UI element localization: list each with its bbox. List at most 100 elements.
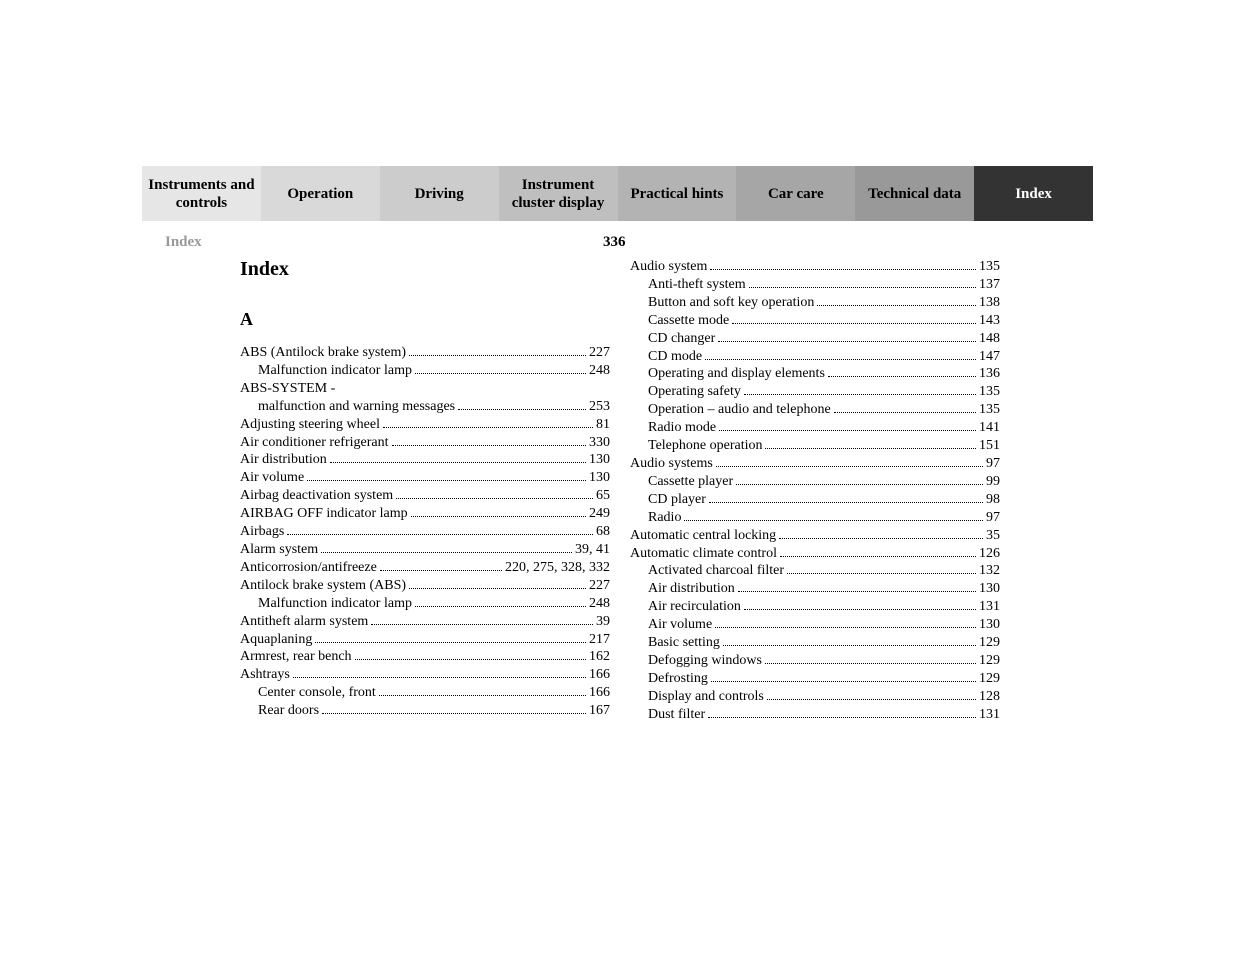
index-entry[interactable]: Button and soft key operation 138	[648, 294, 1000, 312]
leader-dots	[767, 699, 976, 700]
index-entry[interactable]: Audio systems 97	[630, 455, 1000, 473]
leader-dots	[355, 659, 586, 660]
leader-dots	[458, 409, 586, 410]
nav-tab[interactable]: Instruments and controls	[142, 166, 261, 221]
index-column-right: Audio system 135Anti-theft system 137But…	[630, 258, 1000, 724]
leader-dots	[708, 717, 976, 718]
leader-dots	[322, 713, 586, 714]
index-entry[interactable]: AIRBAG OFF indicator lamp 249	[240, 505, 610, 523]
index-entry[interactable]: Display and controls 128	[648, 688, 1000, 706]
index-entry[interactable]: Defogging windows 129	[648, 652, 1000, 670]
index-entry[interactable]: Automatic central locking 35	[630, 527, 1000, 545]
index-entry[interactable]: Anticorrosion/antifreeze 220, 275, 328, …	[240, 559, 610, 577]
index-entry[interactable]: Antitheft alarm system 39	[240, 613, 610, 631]
index-entry[interactable]: Anti-theft system 137	[648, 276, 1000, 294]
index-entry[interactable]: malfunction and warning messages 253	[258, 398, 610, 416]
index-term: CD changer	[648, 330, 715, 348]
index-entry[interactable]: CD changer 148	[648, 330, 1000, 348]
index-term: Operating and display elements	[648, 365, 825, 383]
leader-dots	[749, 287, 976, 288]
nav-tab[interactable]: Technical data	[855, 166, 974, 221]
index-entry[interactable]: CD mode 147	[648, 348, 1000, 366]
index-entry[interactable]: Airbag deactivation system 65	[240, 487, 610, 505]
index-entry[interactable]: Air conditioner refrigerant 330	[240, 434, 610, 452]
nav-tab[interactable]: Practical hints	[618, 166, 737, 221]
index-entry[interactable]: Rear doors 167	[258, 702, 610, 720]
index-entry[interactable]: Dust filter 131	[648, 706, 1000, 724]
index-term: Automatic central locking	[630, 527, 776, 545]
letter-heading: A	[240, 309, 610, 330]
leader-dots	[779, 538, 983, 539]
index-entry[interactable]: Defrosting 129	[648, 670, 1000, 688]
leader-dots	[321, 552, 572, 553]
leader-dots	[371, 624, 593, 625]
leader-dots	[711, 681, 976, 682]
index-entry[interactable]: Adjusting steering wheel 81	[240, 416, 610, 434]
index-entry[interactable]: Center console, front 166	[258, 684, 610, 702]
index-pages: 81	[596, 416, 610, 434]
index-entry[interactable]: Telephone operation 151	[648, 437, 1000, 455]
index-term: Defogging windows	[648, 652, 762, 670]
index-entry[interactable]: Radio 97	[648, 509, 1000, 527]
index-pages: 97	[986, 455, 1000, 473]
index-entry[interactable]: Operating and display elements 136	[648, 365, 1000, 383]
index-pages: 129	[979, 670, 1000, 688]
leader-dots	[719, 430, 976, 431]
nav-tab[interactable]: Index	[974, 166, 1093, 221]
index-pages: 227	[589, 577, 610, 595]
index-entry[interactable]: Air recirculation 131	[648, 598, 1000, 616]
index-entry[interactable]: Air distribution 130	[648, 580, 1000, 598]
index-entry[interactable]: Alarm system 39, 41	[240, 541, 610, 559]
index-entry[interactable]: Air distribution 130	[240, 451, 610, 469]
leader-dots	[710, 269, 976, 270]
index-entry[interactable]: Malfunction indicator lamp 248	[258, 362, 610, 380]
leader-dots	[817, 305, 976, 306]
leader-dots	[738, 591, 976, 592]
index-pages: 162	[589, 648, 610, 666]
index-pages: 129	[979, 634, 1000, 652]
index-pages: 147	[979, 348, 1000, 366]
index-entry[interactable]: Audio system 135	[630, 258, 1000, 276]
index-entry[interactable]: Radio mode 141	[648, 419, 1000, 437]
nav-tab[interactable]: Instrument cluster display	[499, 166, 618, 221]
index-entry[interactable]: CD player 98	[648, 491, 1000, 509]
leader-dots	[732, 323, 976, 324]
index-term: Anti-theft system	[648, 276, 746, 294]
index-entry[interactable]: Air volume 130	[240, 469, 610, 487]
index-entry[interactable]: Operating safety 135	[648, 383, 1000, 401]
index-entry[interactable]: Armrest, rear bench 162	[240, 648, 610, 666]
index-pages: 220, 275, 328, 332	[505, 559, 610, 577]
index-pages: 131	[979, 598, 1000, 616]
index-term: Air volume	[648, 616, 712, 634]
index-entry[interactable]: Cassette player 99	[648, 473, 1000, 491]
index-entry[interactable]: Operation – audio and telephone 135	[648, 401, 1000, 419]
index-entry[interactable]: Antilock brake system (ABS) 227	[240, 577, 610, 595]
index-entry[interactable]: Aquaplaning 217	[240, 631, 610, 649]
nav-tab[interactable]: Operation	[261, 166, 380, 221]
index-term: Audio systems	[630, 455, 713, 473]
index-entry[interactable]: ABS (Antilock brake system) 227	[240, 344, 610, 362]
index-entry[interactable]: Cassette mode 143	[648, 312, 1000, 330]
index-term: Airbags	[240, 523, 284, 541]
index-entry[interactable]: Automatic climate control 126	[630, 545, 1000, 563]
index-entry[interactable]: Basic setting 129	[648, 634, 1000, 652]
index-term: Basic setting	[648, 634, 720, 652]
index-entry[interactable]: Activated charcoal filter 132	[648, 562, 1000, 580]
index-term: Audio system	[630, 258, 707, 276]
index-pages: 65	[596, 487, 610, 505]
leader-dots	[383, 427, 593, 428]
nav-tab[interactable]: Driving	[380, 166, 499, 221]
index-entry[interactable]: Ashtrays 166	[240, 666, 610, 684]
leader-dots	[828, 376, 976, 377]
index-pages: 97	[986, 509, 1000, 527]
index-pages: 130	[979, 580, 1000, 598]
index-entry[interactable]: Airbags 68	[240, 523, 610, 541]
nav-tab[interactable]: Car care	[736, 166, 855, 221]
index-term: Malfunction indicator lamp	[258, 362, 412, 380]
index-entry[interactable]: ABS-SYSTEM -	[240, 380, 610, 398]
index-entry[interactable]: Air volume 130	[648, 616, 1000, 634]
leader-dots	[415, 606, 586, 607]
leader-dots	[415, 373, 586, 374]
index-pages: 249	[589, 505, 610, 523]
index-entry[interactable]: Malfunction indicator lamp 248	[258, 595, 610, 613]
